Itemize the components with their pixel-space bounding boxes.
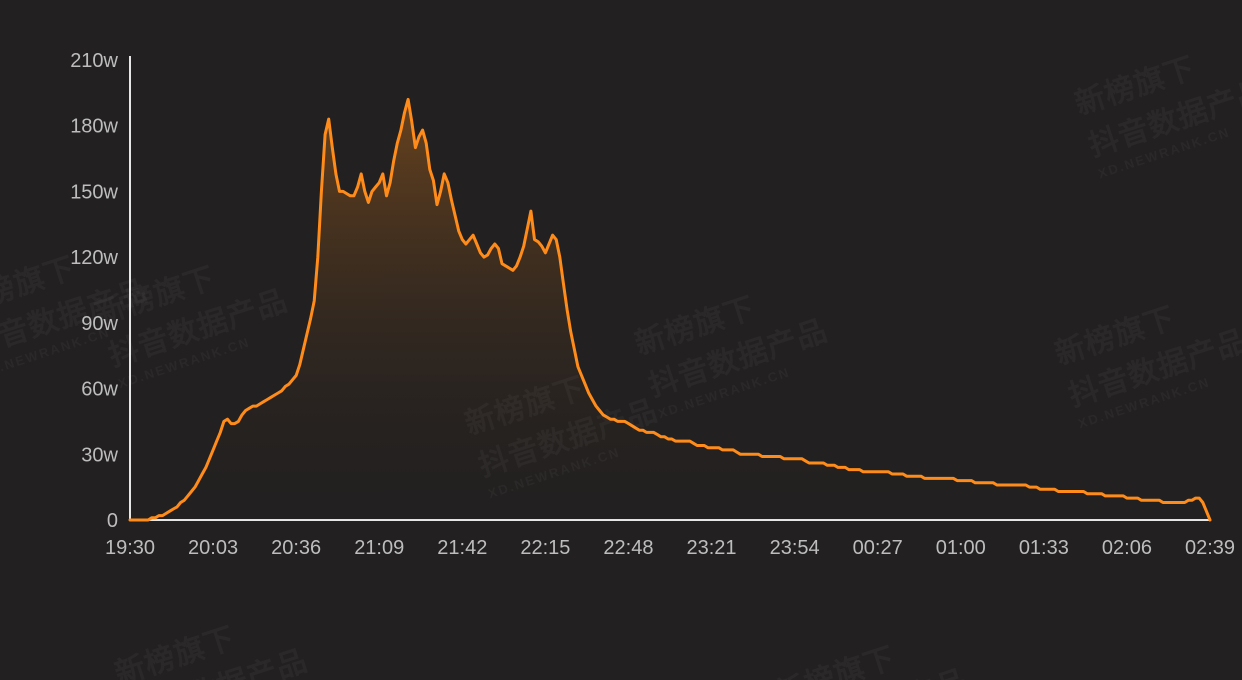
x-tick-label: 02:39 xyxy=(1185,537,1235,559)
y-tick-label: 90w xyxy=(81,313,118,335)
x-tick-label: 20:36 xyxy=(271,537,321,559)
area-fill xyxy=(130,99,1210,520)
x-tick-label: 21:09 xyxy=(354,537,404,559)
x-tick-label: 20:03 xyxy=(188,537,238,559)
x-tick-label: 02:06 xyxy=(1102,537,1152,559)
x-tick-label: 01:33 xyxy=(1019,537,1069,559)
y-tick-label: 180w xyxy=(70,116,118,138)
y-tick-label: 30w xyxy=(81,444,118,466)
x-tick-label: 23:54 xyxy=(770,537,820,559)
x-tick-label: 00:27 xyxy=(853,537,903,559)
x-tick-label: 19:30 xyxy=(105,537,155,559)
x-tick-label: 23:21 xyxy=(687,537,737,559)
chart-svg: 0 30w 60w 90w 120w 150w 180w 210w 19:30 20:03 20:… xyxy=(0,0,1242,680)
x-tick-label: 22:48 xyxy=(603,537,653,559)
y-tick-label: 210w xyxy=(70,50,118,72)
y-tick-label: 150w xyxy=(70,181,118,203)
y-tick-label: 60w xyxy=(81,379,118,401)
chart-container: 0 30w 60w 90w 120w 150w 180w 210w 19:30 20:03 20:… xyxy=(0,0,1242,680)
y-tick-label: 120w xyxy=(70,247,118,269)
x-tick-label: 01:00 xyxy=(936,537,986,559)
x-tick-label: 21:42 xyxy=(437,537,487,559)
y-tick-label: 0 xyxy=(107,510,118,532)
y-axis-labels: 0 30w 60w 90w 120w 150w 180w 210w xyxy=(70,50,118,532)
x-tick-label: 22:15 xyxy=(520,537,570,559)
x-axis-labels: 19:30 20:03 20:36 21:09 21:42 22:15 22:48 23:21… xyxy=(105,537,1235,559)
